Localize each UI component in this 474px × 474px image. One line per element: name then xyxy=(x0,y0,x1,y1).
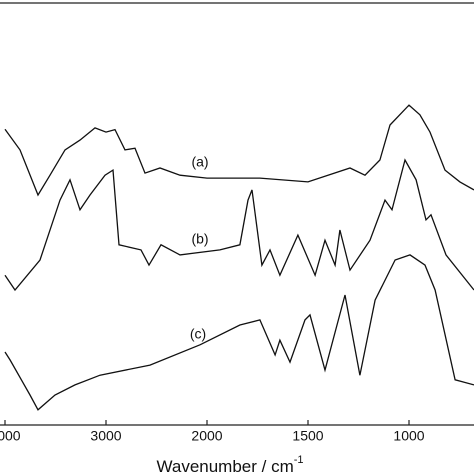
x-tick-label: 4000 xyxy=(0,428,21,444)
x-tick-label: 1000 xyxy=(393,428,424,444)
x-axis-label-sup: -1 xyxy=(294,454,304,466)
series-label: (a) xyxy=(191,154,208,170)
spectrum-line xyxy=(4,158,474,292)
x-tick-label: 1500 xyxy=(292,428,323,444)
series-label: (c) xyxy=(190,326,206,342)
series-label: (b) xyxy=(191,231,208,247)
x-axis-label: Wavenumber / cm-1 xyxy=(156,454,303,474)
spectrum-line xyxy=(4,104,474,197)
x-axis-label-text: Wavenumber / cm xyxy=(156,457,293,474)
x-tick-label: 2000 xyxy=(191,428,222,444)
spectrum-line xyxy=(4,254,474,411)
x-tick-label: 3000 xyxy=(90,428,121,444)
